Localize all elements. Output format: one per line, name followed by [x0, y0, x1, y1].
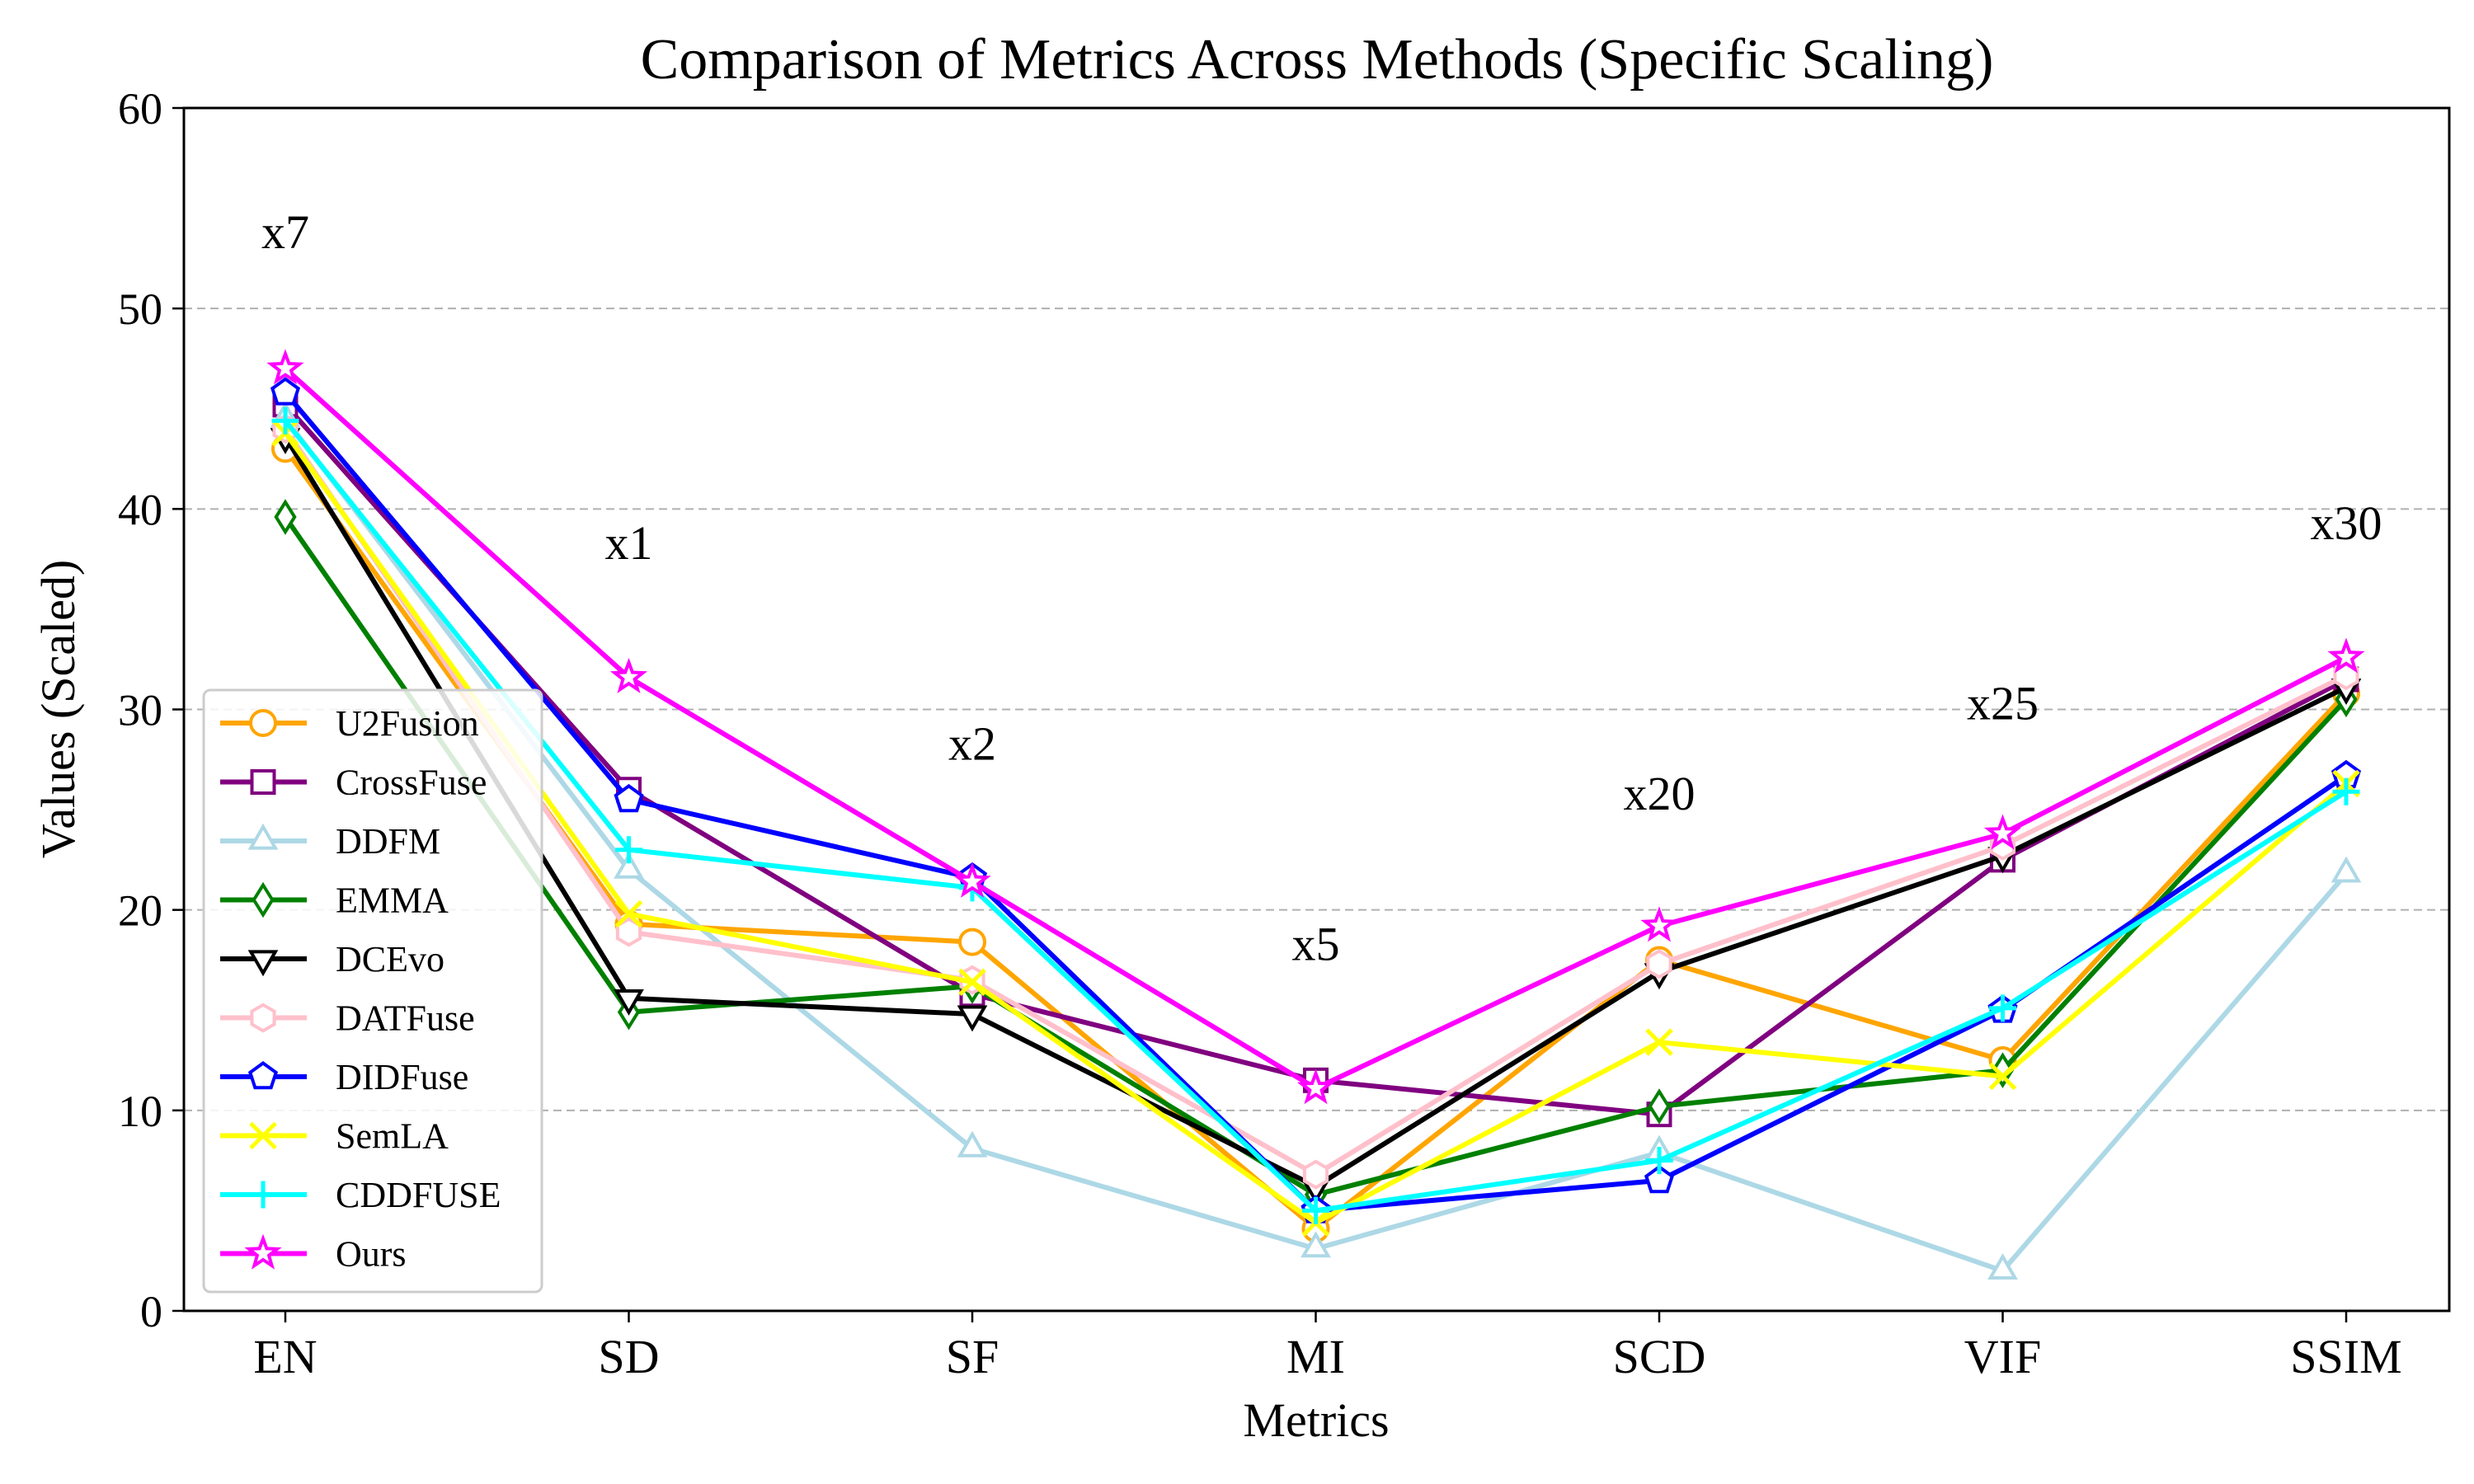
legend-entry: DCEvo	[220, 939, 444, 979]
axis-ticks: 0 10 20 30 40 50 60 EN SD SF MI SCD VIF SSIM	[118, 84, 2402, 1383]
data-point	[247, 950, 279, 977]
legend-label: DCEvo	[336, 939, 444, 979]
data-point	[614, 783, 644, 813]
scale-annotation: x25	[1967, 677, 2039, 730]
legend-entry: SemLA	[220, 1116, 449, 1157]
legend-entry: DDFM	[220, 821, 440, 862]
data-point	[957, 1005, 988, 1032]
y-tick-label: 10	[118, 1087, 162, 1136]
legend-label: DATFuse	[336, 998, 475, 1039]
data-point	[2331, 856, 2362, 883]
y-tick-label: 40	[118, 485, 162, 534]
y-tick-label: 0	[140, 1287, 162, 1336]
data-point	[249, 709, 277, 737]
y-axis-label: Values (Scaled)	[31, 560, 85, 858]
data-point	[2332, 777, 2360, 805]
data-point	[1983, 814, 2022, 850]
legend-label: EMMA	[336, 881, 449, 921]
data-point	[614, 852, 644, 879]
scale-annotation: x5	[1292, 917, 1340, 970]
x-tick-label: SF	[946, 1330, 999, 1383]
series-ours	[266, 349, 2365, 1105]
scale-annotation: x30	[2311, 496, 2382, 550]
x-tick-label: EN	[253, 1330, 317, 1383]
scale-annotation: x1	[605, 516, 653, 570]
data-point	[249, 1181, 277, 1209]
grid-lines	[184, 308, 2449, 1111]
y-tick-label: 50	[118, 284, 162, 334]
data-point	[1989, 994, 2016, 1022]
data-point	[609, 657, 648, 693]
scale-annotation: x20	[1624, 767, 1696, 820]
data-point	[1644, 1164, 1675, 1194]
x-tick-label: SCD	[1613, 1330, 1706, 1383]
legend-label: CDDFUSE	[336, 1175, 501, 1215]
legend-entry: U2Fusion	[220, 703, 479, 744]
data-point	[274, 499, 297, 535]
legend-label: DIDFuse	[336, 1057, 468, 1097]
legend-entry: DATFuse	[220, 998, 475, 1039]
legend-label: CrossFuse	[336, 763, 487, 803]
legend-entry: CDDFUSE	[220, 1175, 501, 1215]
series-lines	[266, 349, 2365, 1280]
series-ddfm	[270, 401, 2362, 1280]
x-axis-label: Metrics	[1243, 1393, 1389, 1447]
data-point	[1302, 1196, 1329, 1224]
x-tick-label: SD	[598, 1330, 659, 1383]
data-point	[614, 899, 643, 928]
data-point	[958, 928, 986, 956]
data-point	[247, 1061, 279, 1090]
data-point	[1300, 1231, 1331, 1258]
data-point	[615, 836, 642, 864]
data-point	[1296, 1068, 1335, 1105]
y-tick-label: 60	[118, 84, 162, 134]
data-point	[2327, 637, 2365, 674]
data-point	[1988, 1062, 2017, 1091]
data-point	[953, 862, 991, 898]
scale-annotation: x2	[948, 716, 996, 770]
chart-title: Comparison of Metrics Across Methods (Sp…	[641, 28, 1994, 92]
y-tick-label: 30	[118, 686, 162, 735]
data-point	[958, 968, 986, 996]
legend-label: U2Fusion	[336, 703, 479, 744]
legend-entry: CrossFuse	[220, 763, 487, 803]
data-point	[250, 1003, 276, 1033]
x-tick-label: VIF	[1964, 1330, 2041, 1383]
scale-annotations: x7 x1 x2 x5 x20 x25 x30	[261, 205, 2382, 970]
data-point	[271, 406, 299, 434]
legend-entry: DIDFuse	[220, 1057, 468, 1097]
data-point	[244, 1233, 282, 1270]
data-point	[250, 769, 276, 795]
series-line	[283, 427, 2348, 1177]
data-point	[1648, 1088, 1671, 1125]
data-point	[1646, 949, 1672, 979]
series-semla	[271, 419, 2360, 1237]
data-point	[957, 1130, 988, 1158]
data-point	[266, 349, 304, 385]
x-tick-label: SSIM	[2290, 1330, 2401, 1383]
x-tick-label: MI	[1286, 1330, 1345, 1383]
legend-label: DDFM	[336, 821, 440, 862]
series-line	[283, 417, 2349, 1274]
data-point	[249, 1121, 277, 1150]
data-point	[1645, 1147, 1673, 1175]
legend-entry: Ours	[220, 1234, 407, 1275]
legend-entry: EMMA	[220, 881, 449, 921]
data-point	[252, 881, 275, 918]
legend-label: SemLA	[336, 1116, 449, 1157]
data-point	[1302, 1159, 1329, 1190]
y-tick-label: 20	[118, 886, 162, 936]
data-point	[1987, 1253, 2018, 1280]
data-point	[1645, 1028, 1673, 1056]
data-point	[247, 823, 279, 850]
legend: U2Fusion CrossFuse DDFM EMMA DCEvo DATFuse DID…	[202, 688, 543, 1294]
scale-annotation: x7	[261, 205, 309, 259]
data-point	[270, 377, 301, 406]
data-point	[1640, 906, 1678, 942]
legend-label: Ours	[336, 1234, 407, 1275]
data-point	[614, 989, 644, 1016]
